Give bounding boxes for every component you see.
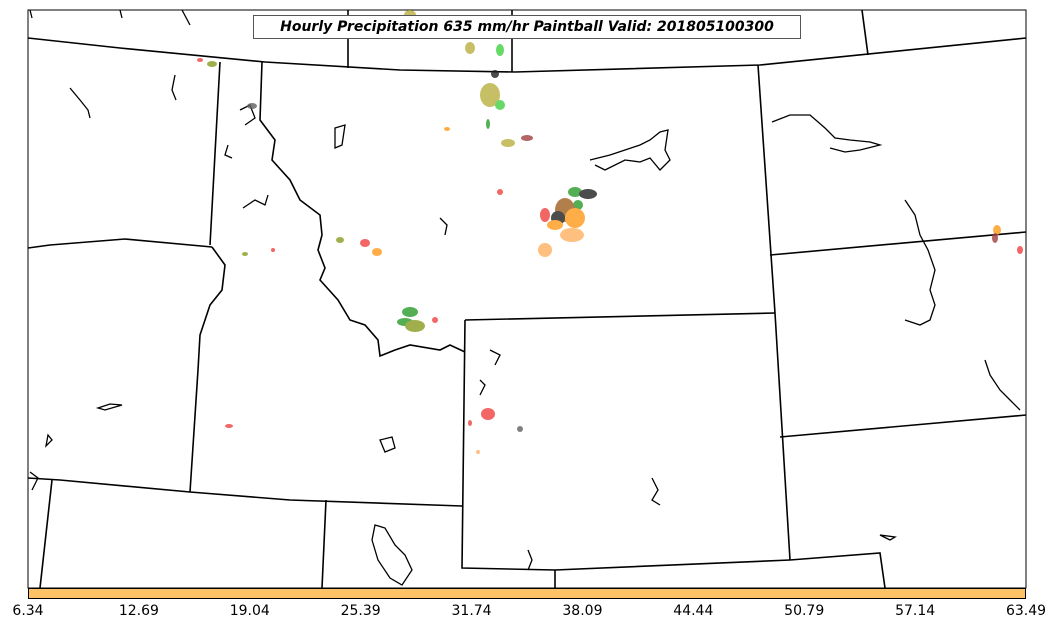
washington-idaho-border: [209, 61, 221, 246]
colorbar-tick-label: 6.34: [12, 603, 44, 619]
colorbar-tick-label: 25.39: [340, 603, 381, 619]
great-salt-lake: [371, 524, 413, 586]
colorbar-tick-label: 12.69: [118, 603, 159, 619]
oregon-washington-border: [27, 238, 213, 249]
map-frame: [27, 9, 1027, 589]
colorbar: [28, 588, 1026, 599]
idaho-oregon-border: [189, 246, 226, 493]
nevada-utah-border: [27, 477, 463, 507]
state-borders: [27, 9, 1027, 589]
idaho-montana-border: [259, 61, 466, 358]
international-border: [27, 37, 1027, 73]
map-title: Hourly Precipitation 635 mm/hr Paintball…: [253, 15, 801, 39]
wyoming-border: [461, 319, 791, 571]
montana-dakota-border: [757, 64, 776, 314]
water-features: [29, 9, 1021, 586]
colorbar-tick-label: 50.79: [784, 603, 825, 619]
reservoir-outline: [589, 129, 671, 171]
colorbar-tick-label: 31.74: [451, 603, 492, 619]
colorbar-tick-label: 38.09: [562, 603, 603, 619]
colorbar-tick-label: 63.49: [1005, 603, 1047, 619]
colorbar-tick-label: 44.44: [673, 603, 714, 619]
montana-wyoming-border: [464, 312, 776, 321]
colorbar-tick-label: 57.14: [895, 603, 936, 619]
colorbar-tick-label: 19.04: [229, 603, 270, 619]
precip-paintballs: [197, 10, 1023, 454]
